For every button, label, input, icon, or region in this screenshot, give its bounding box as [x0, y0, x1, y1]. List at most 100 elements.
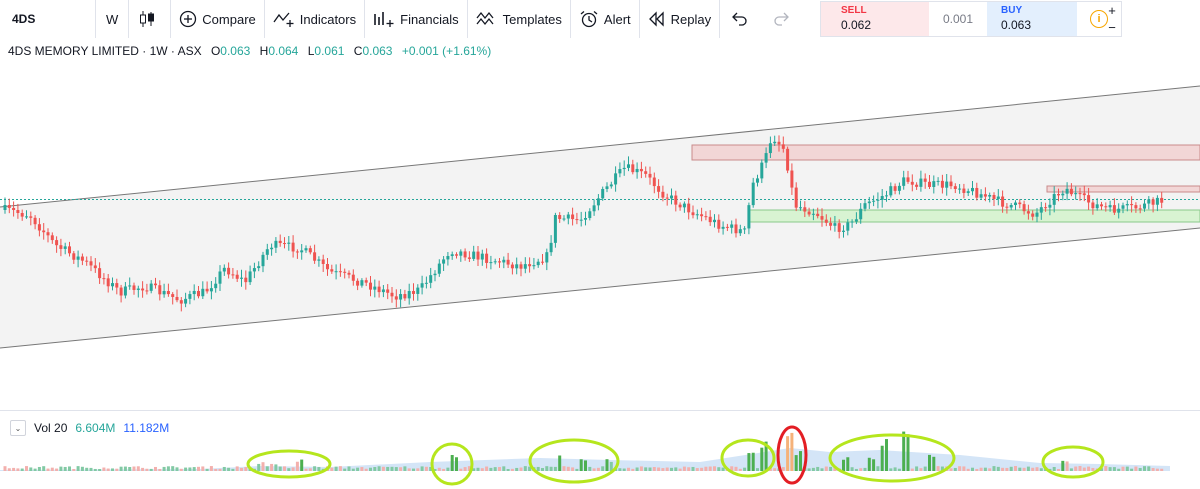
volume-bar — [906, 434, 910, 471]
volume-bar — [794, 455, 798, 471]
volume-bar — [334, 466, 338, 471]
volume-bar — [1031, 467, 1035, 471]
candle-body — [89, 261, 93, 266]
candle-body — [519, 264, 523, 269]
volume-bar — [37, 466, 41, 471]
volume-bar — [205, 468, 209, 471]
candle-body — [381, 289, 385, 293]
volume-bar — [687, 467, 691, 471]
candle-body — [824, 219, 828, 223]
candle-body — [962, 188, 966, 193]
candle-body — [1031, 213, 1035, 217]
volume-bar — [627, 467, 630, 471]
volume-bar — [859, 468, 863, 471]
volume-bar — [63, 466, 67, 471]
volume-bar — [1005, 467, 1009, 471]
candle-body — [386, 289, 390, 293]
undo-button[interactable] — [720, 0, 763, 38]
volume-bar — [682, 466, 686, 471]
candle-body — [1009, 205, 1013, 208]
volume-bar — [98, 468, 102, 471]
interval-button[interactable]: W — [96, 0, 130, 38]
redo-button[interactable] — [763, 0, 806, 38]
sell-button[interactable]: SELL 0.062 — [821, 2, 929, 36]
candle-body — [713, 219, 716, 223]
volume-bar — [231, 468, 235, 471]
candle-body — [876, 199, 880, 201]
volume-bar — [390, 466, 394, 471]
candle-body — [833, 223, 837, 226]
candle-body — [1100, 204, 1103, 207]
volume-bar — [1155, 468, 1159, 471]
candle-body — [433, 273, 437, 276]
candle-body — [231, 274, 235, 276]
alert-button[interactable]: Alert — [571, 0, 640, 38]
candle-body — [55, 240, 59, 246]
volume-bar — [708, 466, 712, 471]
minus-button[interactable]: − — [1108, 20, 1116, 35]
buy-button[interactable]: BUY 0.063 — [987, 2, 1077, 36]
highlight-ellipse — [528, 438, 620, 484]
candle-body — [420, 283, 424, 288]
replay-button[interactable]: Replay — [640, 0, 721, 38]
volume-bar — [700, 467, 704, 471]
volume-bar — [928, 454, 931, 471]
price-chart[interactable] — [0, 38, 1200, 489]
candle-body — [532, 265, 536, 267]
candle-body — [98, 268, 102, 279]
candle-body — [20, 213, 24, 217]
indicators-button[interactable]: Indicators — [265, 0, 366, 38]
candle-body — [790, 170, 794, 188]
candle-body — [799, 207, 802, 209]
volume-bar — [463, 467, 467, 471]
volume-bar — [1121, 466, 1125, 471]
candle-body — [295, 251, 299, 253]
chart-type-button[interactable] — [129, 0, 172, 38]
volume-bar — [743, 467, 747, 471]
plus-button[interactable]: + — [1108, 3, 1116, 18]
candle-body — [29, 216, 33, 218]
highlight-ellipse — [1041, 445, 1105, 479]
candle-body — [902, 177, 906, 186]
candle-body — [1143, 203, 1146, 209]
collapse-icon[interactable]: ⌄ — [10, 420, 26, 436]
candle-body — [330, 269, 334, 272]
candle-body — [373, 286, 377, 290]
candle-body — [1155, 197, 1159, 205]
highlight-ellipse — [828, 433, 956, 483]
volume-bar — [816, 466, 820, 471]
volume-bar — [988, 468, 992, 471]
channel-upper-line — [0, 85, 1200, 208]
volume-bar — [214, 468, 218, 471]
compare-button[interactable]: Compare — [171, 0, 265, 38]
volume-bar — [966, 468, 970, 471]
info-icon: i — [1090, 10, 1108, 28]
volume-bar — [992, 466, 996, 471]
volume-bar — [592, 468, 596, 471]
symbol-search[interactable]: 4DS — [0, 0, 96, 38]
candle-body — [983, 194, 987, 197]
volume-bar — [265, 466, 269, 471]
candle-body — [175, 296, 179, 301]
volume-bar — [747, 453, 751, 471]
volume-bar — [295, 461, 299, 471]
templates-button[interactable]: Templates — [468, 0, 571, 38]
volume-bar — [283, 466, 286, 471]
financials-button[interactable]: Financials — [365, 0, 468, 38]
volume-bar — [377, 466, 381, 471]
volume-bar — [33, 468, 37, 471]
candlestick-icon — [140, 11, 155, 27]
candle-body — [506, 259, 510, 265]
candle-body — [605, 186, 609, 189]
candle-body — [1091, 202, 1095, 209]
info-button[interactable]: i — [1077, 2, 1121, 36]
candle-body — [334, 271, 338, 273]
sell-label: SELL — [841, 5, 867, 16]
volume-bar — [240, 467, 243, 471]
candle-body — [407, 291, 411, 299]
volume-bar — [394, 467, 398, 471]
candle-body — [1087, 195, 1091, 203]
candle-body — [119, 287, 123, 296]
volume-bar — [184, 467, 188, 471]
candle-body — [356, 280, 360, 286]
